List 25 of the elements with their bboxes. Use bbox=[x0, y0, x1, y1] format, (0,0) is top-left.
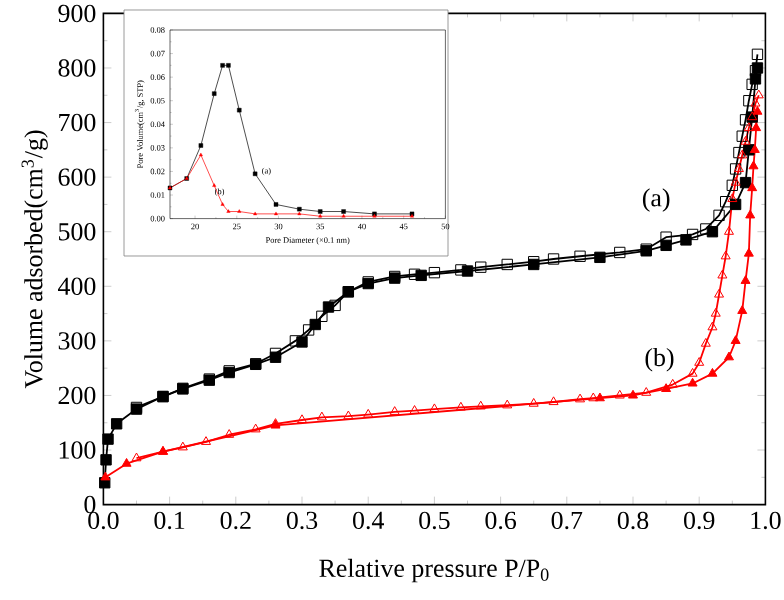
y-tick-label: 800 bbox=[58, 59, 96, 77]
x-tick-label: 0.5 bbox=[419, 511, 450, 530]
annotation: (b) bbox=[645, 347, 674, 372]
y-tick-label: 300 bbox=[58, 332, 96, 350]
y-axis-title: Volume adsorbed(cm$^{3}$/g) bbox=[21, 130, 48, 389]
x-tick-label: 0.2 bbox=[220, 511, 251, 530]
x-tick-label: 0.4 bbox=[353, 511, 384, 530]
x-tick-label: 0.9 bbox=[684, 511, 715, 530]
x-tick-label: 0.0 bbox=[88, 511, 119, 530]
y-tick-label: 900 bbox=[58, 4, 96, 23]
annotation: (a) bbox=[642, 188, 670, 212]
y-tick-label: 400 bbox=[58, 277, 96, 296]
x-tick-label: 0.3 bbox=[286, 511, 318, 530]
y-tick-label: 100 bbox=[59, 441, 96, 459]
x-tick-label: 0.6 bbox=[485, 511, 517, 530]
y-tick-label: 600 bbox=[58, 168, 96, 186]
y-tick-label: 500 bbox=[59, 222, 96, 241]
y-tick-label: 700 bbox=[59, 113, 96, 132]
y-tick-label: 0 bbox=[84, 495, 96, 514]
x-tick-label: 0.8 bbox=[617, 511, 649, 530]
y-tick-label: 200 bbox=[58, 386, 96, 405]
x-axis-title: Relative pressure P/P$_{0}$ bbox=[319, 558, 549, 583]
x-tick-label: 0.7 bbox=[551, 511, 583, 530]
x-tick-label: 0.1 bbox=[154, 511, 185, 530]
x-tick-label: 1.0 bbox=[751, 511, 781, 530]
